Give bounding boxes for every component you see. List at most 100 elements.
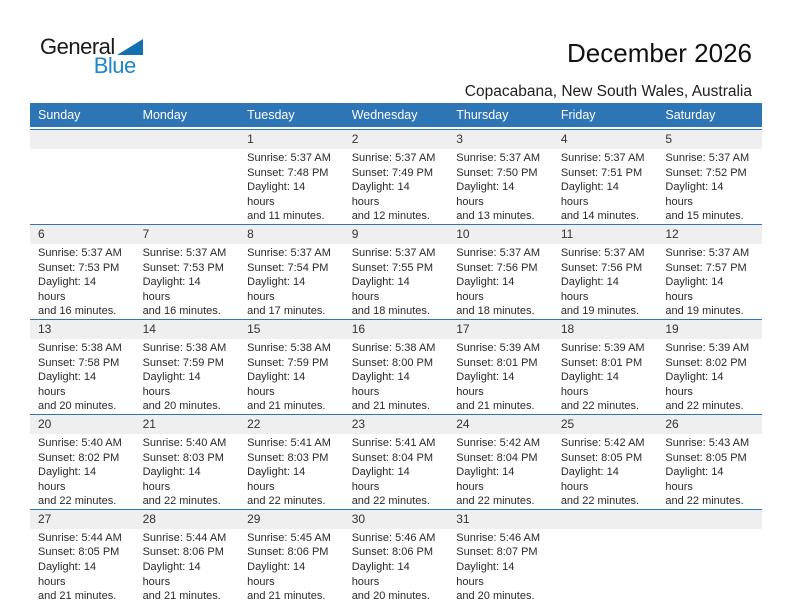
calendar-day-cell: 30 Sunrise: 5:46 AM Sunset: 8:06 PM Dayligh… — [343, 508, 449, 604]
logo-word-general: General — [40, 34, 115, 59]
day-sunrise-text: Sunrise: 5:39 AM — [456, 341, 541, 354]
day-daylight2-text: and 18 minutes. — [456, 305, 535, 318]
day-details: Sunrise: 5:38 AM Sunset: 7:59 PM Daylight:… — [135, 339, 240, 414]
day-details: Sunrise: 5:37 AM Sunset: 7:50 PM Daylight:… — [448, 149, 553, 224]
day-number: 11 — [552, 224, 658, 244]
day-daylight1-text: Daylight: 14 hours — [456, 181, 515, 208]
day-daylight2-text: and 14 minutes. — [560, 210, 640, 223]
calendar-day-cell: 24 Sunrise: 5:42 AM Sunset: 8:04 PM Dayligh… — [448, 413, 553, 509]
day-sunset-text: Sunset: 7:48 PM — [247, 166, 329, 179]
day-sunrise-text: Sunrise: 5:40 AM — [38, 436, 122, 449]
calendar-day-cell: 9 Sunrise: 5:37 AM Sunset: 7:55 PM Daylight… — [343, 223, 449, 319]
day-daylight2-text: and 11 minutes. — [247, 210, 325, 223]
day-sunrise-text: Sunrise: 5:44 AM — [38, 531, 122, 544]
weekday-header-monday: Monday — [134, 103, 240, 129]
weekday-header-wednesday: Wednesday — [343, 103, 449, 129]
day-daylight2-text: and 18 minutes. — [351, 305, 430, 318]
day-sunset-text: Sunset: 8:05 PM — [38, 546, 120, 559]
day-sunset-text: Sunset: 7:50 PM — [456, 166, 538, 179]
day-details: Sunrise: 5:37 AM Sunset: 7:57 PM Daylight:… — [657, 244, 762, 319]
calendar-day-cell: 25 Sunrise: 5:42 AM Sunset: 8:05 PM Dayligh… — [552, 413, 658, 509]
day-number: 20 — [30, 414, 135, 434]
day-sunrise-text: Sunrise: 5:37 AM — [38, 246, 122, 259]
day-details: Sunrise: 5:37 AM Sunset: 7:48 PM Daylight:… — [239, 149, 344, 224]
day-details: Sunrise: 5:45 AM Sunset: 8:06 PM Daylight:… — [239, 529, 344, 604]
day-sunrise-text: Sunrise: 5:39 AM — [665, 341, 750, 354]
calendar-day-cell: 27 Sunrise: 5:44 AM Sunset: 8:05 PM Dayligh… — [30, 508, 135, 604]
day-number: 16 — [343, 319, 449, 339]
day-daylight2-text: and 20 minutes. — [351, 590, 430, 603]
day-sunrise-text: Sunrise: 5:46 AM — [456, 531, 541, 544]
day-details: Sunrise: 5:37 AM Sunset: 7:49 PM Daylight:… — [344, 149, 449, 224]
day-sunset-text: Sunset: 8:03 PM — [142, 451, 224, 464]
day-number: 23 — [343, 414, 449, 434]
day-daylight2-text: and 21 minutes. — [351, 400, 430, 413]
day-daylight1-text: Daylight: 14 hours — [560, 466, 619, 493]
day-sunrise-text: Sunrise: 5:37 AM — [456, 246, 541, 259]
day-number: 26 — [657, 414, 762, 434]
day-daylight1-text: Daylight: 14 hours — [38, 466, 97, 493]
day-details: Sunrise: 5:37 AM Sunset: 7:53 PM Daylight:… — [135, 244, 240, 319]
day-daylight1-text: Daylight: 14 hours — [456, 466, 515, 493]
day-details: Sunrise: 5:42 AM Sunset: 8:04 PM Daylight:… — [448, 434, 553, 509]
day-number: 12 — [657, 224, 762, 244]
calendar-day-cell: 8 Sunrise: 5:37 AM Sunset: 7:54 PM Daylight… — [239, 223, 344, 319]
day-daylight1-text: Daylight: 14 hours — [247, 561, 306, 588]
day-details: Sunrise: 5:41 AM Sunset: 8:03 PM Daylight:… — [239, 434, 344, 509]
day-daylight2-text: and 22 minutes. — [560, 495, 640, 508]
title-block: December 2026 Copacabana, New South Wale… — [465, 38, 752, 101]
calendar-day-cell: 14 Sunrise: 5:38 AM Sunset: 7:59 PM Dayligh… — [134, 318, 240, 414]
calendar-week-row: 20 Sunrise: 5:40 AM Sunset: 8:02 PM Dayligh… — [30, 413, 762, 509]
day-number: 3 — [448, 130, 553, 149]
day-number: 25 — [552, 414, 658, 434]
day-sunset-text: Sunset: 7:59 PM — [247, 356, 329, 369]
calendar-day-cell: 23 Sunrise: 5:41 AM Sunset: 8:04 PM Dayligh… — [343, 413, 449, 509]
calendar-day-cell: 12 Sunrise: 5:37 AM Sunset: 7:57 PM Dayligh… — [657, 223, 762, 319]
day-number: 7 — [134, 224, 240, 244]
calendar-day-cell: 21 Sunrise: 5:40 AM Sunset: 8:03 PM Dayligh… — [134, 413, 240, 509]
day-number: 27 — [30, 509, 135, 529]
day-details: Sunrise: 5:37 AM Sunset: 7:56 PM Daylight:… — [448, 244, 553, 319]
day-sunrise-text: Sunrise: 5:38 AM — [351, 341, 436, 354]
day-details: Sunrise: 5:39 AM Sunset: 8:02 PM Daylight:… — [657, 339, 762, 414]
calendar-week-row: 27 Sunrise: 5:44 AM Sunset: 8:05 PM Dayligh… — [30, 508, 762, 604]
day-daylight1-text: Daylight: 14 hours — [351, 181, 410, 208]
day-sunrise-text: Sunrise: 5:38 AM — [247, 341, 331, 354]
day-sunset-text: Sunset: 8:04 PM — [456, 451, 538, 464]
calendar-day-cell: 6 Sunrise: 5:37 AM Sunset: 7:53 PM Daylight… — [30, 223, 135, 319]
day-sunrise-text: Sunrise: 5:40 AM — [142, 436, 227, 449]
calendar-day-cell: 10 Sunrise: 5:37 AM Sunset: 7:56 PM Dayligh… — [448, 223, 553, 319]
calendar-body: 1 Sunrise: 5:37 AM Sunset: 7:48 PM Daylight… — [30, 129, 762, 604]
day-sunrise-text: Sunrise: 5:42 AM — [456, 436, 541, 449]
calendar-day-cell: 7 Sunrise: 5:37 AM Sunset: 7:53 PM Daylight… — [134, 223, 240, 319]
day-sunset-text: Sunset: 8:02 PM — [38, 451, 120, 464]
day-sunrise-text: Sunrise: 5:37 AM — [247, 152, 331, 164]
day-daylight2-text: and 22 minutes. — [142, 495, 221, 508]
day-daylight2-text: and 22 minutes. — [456, 495, 535, 508]
day-details: Sunrise: 5:39 AM Sunset: 8:01 PM Daylight:… — [553, 339, 658, 414]
day-daylight1-text: Daylight: 14 hours — [351, 276, 410, 303]
day-sunset-text: Sunset: 7:57 PM — [665, 261, 747, 274]
day-daylight1-text: Daylight: 14 hours — [665, 466, 724, 493]
day-sunset-text: Sunset: 8:02 PM — [665, 356, 747, 369]
day-sunrise-text: Sunrise: 5:37 AM — [351, 246, 436, 259]
day-number: 5 — [657, 130, 762, 149]
day-daylight1-text: Daylight: 14 hours — [38, 276, 97, 303]
day-daylight2-text: and 20 minutes. — [142, 400, 221, 413]
day-daylight2-text: and 22 minutes. — [38, 495, 117, 508]
calendar-day-cell: 4 Sunrise: 5:37 AM Sunset: 7:51 PM Daylight… — [552, 129, 658, 224]
day-sunset-text: Sunset: 8:05 PM — [560, 451, 643, 464]
day-number: 10 — [448, 224, 553, 244]
day-daylight1-text: Daylight: 14 hours — [247, 371, 306, 398]
day-details: Sunrise: 5:37 AM Sunset: 7:54 PM Daylight:… — [239, 244, 344, 319]
day-daylight1-text: Daylight: 14 hours — [142, 466, 201, 493]
day-sunset-text: Sunset: 7:53 PM — [142, 261, 224, 274]
page-subtitle: Copacabana, New South Wales, Australia — [464, 83, 752, 100]
day-number: 1 — [239, 130, 344, 149]
day-details: Sunrise: 5:44 AM Sunset: 8:05 PM Daylight:… — [30, 529, 135, 604]
day-sunrise-text: Sunrise: 5:45 AM — [247, 531, 331, 544]
day-sunrise-text: Sunrise: 5:41 AM — [351, 436, 436, 449]
day-details: Sunrise: 5:37 AM Sunset: 7:55 PM Daylight:… — [344, 244, 449, 319]
empty-day-stripe — [552, 509, 658, 529]
